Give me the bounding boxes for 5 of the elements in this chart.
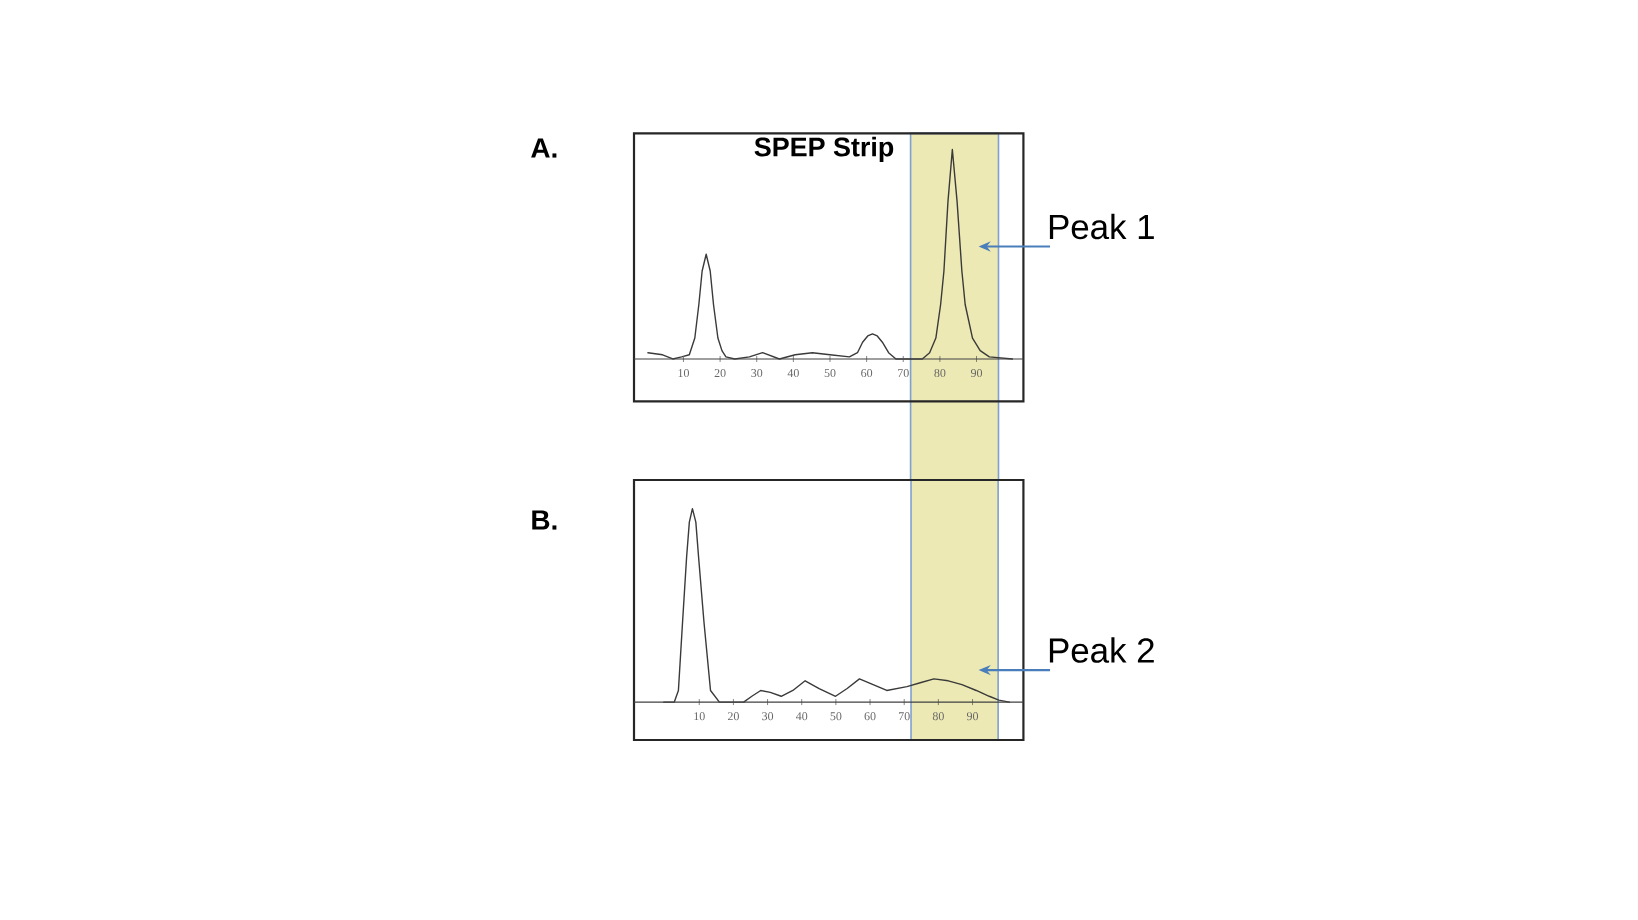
text: Peak 1 [1049, 213, 1154, 240]
chart-title: B. [532, 510, 557, 530]
text: Peak 2 [1049, 637, 1154, 663]
chart-title: A. [531, 138, 557, 158]
chart-subtitle: SPEP Strip [754, 136, 894, 162]
